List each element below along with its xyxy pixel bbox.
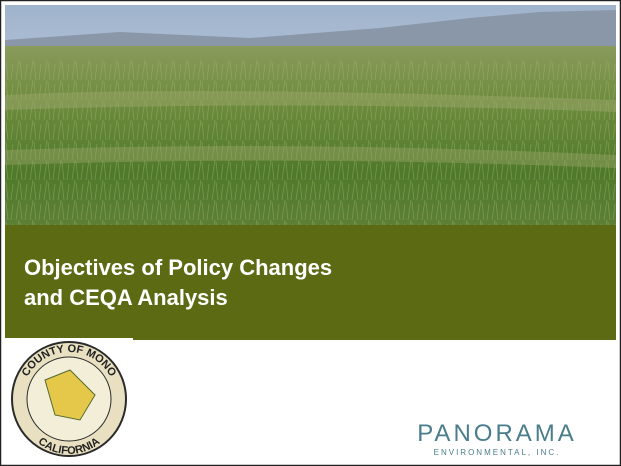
county-seal: COUNTY OF MONO CALIFORNIA [5, 338, 133, 461]
slide: Objectives of Policy Changes and CEQA An… [0, 0, 621, 466]
photo [5, 5, 616, 225]
title-line: Objectives of Policy Changes [24, 255, 332, 280]
title-line: and CEQA Analysis [24, 285, 228, 310]
logo-tagline: ENVIRONMENTAL, INC. [434, 448, 561, 457]
page: Objectives of Policy Changes and CEQA An… [0, 0, 621, 466]
logo-name: PANORAMA [417, 420, 577, 447]
title-band [5, 225, 616, 340]
